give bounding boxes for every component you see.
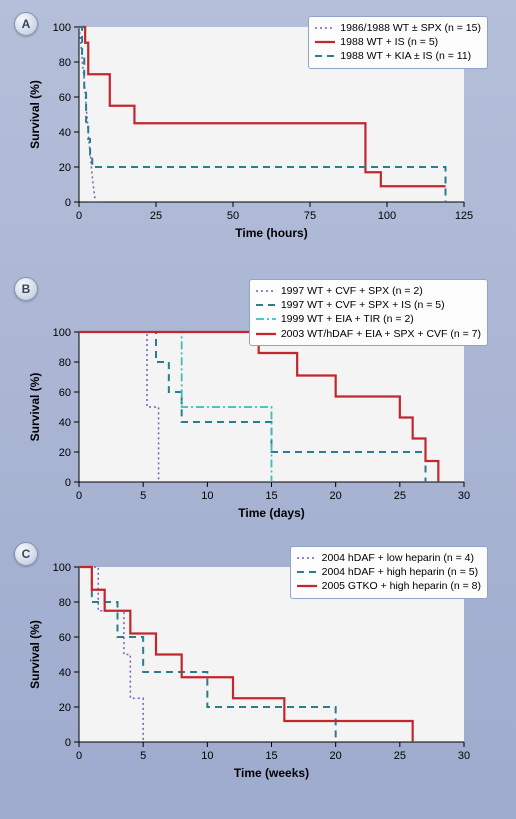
svg-text:25: 25 — [394, 490, 406, 502]
legend-item: 2004 hDAF + high heparin (n = 5) — [297, 565, 481, 579]
svg-text:10: 10 — [201, 490, 213, 502]
svg-text:40: 40 — [59, 417, 71, 429]
svg-text:60: 60 — [59, 387, 71, 399]
panel-a: A 0 20 40 60 80 100 0 25 50 75 100 125 Survival (%) Ti… — [14, 12, 502, 267]
legend-item: 1997 WT + CVF + SPX + IS (n = 5) — [256, 298, 481, 312]
svg-text:80: 80 — [59, 597, 71, 609]
svg-text:80: 80 — [59, 357, 71, 369]
legend-label: 1986/1988 WT ± SPX (n = 15) — [340, 21, 481, 35]
svg-text:5: 5 — [140, 490, 146, 502]
series-line — [79, 332, 159, 482]
legend-label: 2004 hDAF + low heparin (n = 4) — [322, 551, 474, 565]
svg-text:20: 20 — [59, 162, 71, 174]
legend: 2004 hDAF + low heparin (n = 4)2004 hDAF… — [290, 546, 488, 599]
svg-text:20: 20 — [330, 490, 342, 502]
svg-text:100: 100 — [53, 22, 71, 34]
svg-text:60: 60 — [59, 92, 71, 104]
svg-text:0: 0 — [76, 490, 82, 502]
svg-text:50: 50 — [227, 210, 239, 222]
legend-label: 2005 GTKO + high heparin (n = 8) — [322, 579, 481, 593]
panel-badge-a: A — [14, 12, 38, 36]
svg-text:100: 100 — [53, 327, 71, 339]
svg-text:100: 100 — [378, 210, 396, 222]
x-axis-title: Time (hours) — [235, 226, 307, 240]
legend-item: 1988 WT + KIA ± IS (n = 11) — [315, 49, 481, 63]
svg-text:40: 40 — [59, 667, 71, 679]
x-axis-title: Time (days) — [238, 506, 304, 520]
series-line — [79, 332, 426, 482]
svg-text:40: 40 — [59, 127, 71, 139]
svg-text:30: 30 — [458, 750, 470, 762]
legend-item: 1988 WT + IS (n = 5) — [315, 35, 481, 49]
panel-badge-b: B — [14, 277, 38, 301]
legend-item: 1997 WT + CVF + SPX (n = 2) — [256, 284, 481, 298]
svg-text:5: 5 — [140, 750, 146, 762]
legend-item: 1986/1988 WT ± SPX (n = 15) — [315, 21, 481, 35]
series-line — [79, 332, 272, 482]
svg-text:20: 20 — [59, 702, 71, 714]
svg-text:125: 125 — [455, 210, 473, 222]
svg-text:75: 75 — [304, 210, 316, 222]
legend-item: 2004 hDAF + low heparin (n = 4) — [297, 551, 481, 565]
x-axis-title: Time (weeks) — [234, 766, 309, 780]
panel-b: B 0 20 40 60 80 100 0 5 10 15 20 25 30 Survival (%) Tim… — [14, 277, 502, 532]
legend-label: 1999 WT + EIA + TIR (n = 2) — [281, 312, 414, 326]
svg-text:15: 15 — [265, 490, 277, 502]
legend-label: 1997 WT + CVF + SPX (n = 2) — [281, 284, 423, 298]
svg-text:20: 20 — [330, 750, 342, 762]
panel-c: C 0 20 40 60 80 100 0 5 10 15 20 25 30 Survival (%) Tim… — [14, 542, 502, 797]
y-axis-title: Survival (%) — [28, 373, 42, 442]
svg-text:80: 80 — [59, 57, 71, 69]
legend-item: 1999 WT + EIA + TIR (n = 2) — [256, 312, 481, 326]
legend-label: 1997 WT + CVF + SPX + IS (n = 5) — [281, 298, 445, 312]
svg-text:30: 30 — [458, 490, 470, 502]
series-line — [79, 332, 438, 482]
svg-text:100: 100 — [53, 562, 71, 574]
svg-text:0: 0 — [65, 197, 71, 209]
svg-text:10: 10 — [201, 750, 213, 762]
legend: 1997 WT + CVF + SPX (n = 2)1997 WT + CVF… — [249, 279, 488, 346]
svg-text:0: 0 — [76, 750, 82, 762]
y-axis-title: Survival (%) — [28, 80, 42, 149]
svg-text:15: 15 — [265, 750, 277, 762]
legend-label: 1988 WT + IS (n = 5) — [340, 35, 438, 49]
legend-item: 2003 WT/hDAF + EIA + SPX + CVF (n = 7) — [256, 327, 481, 341]
y-axis-title: Survival (%) — [28, 620, 42, 689]
svg-text:25: 25 — [150, 210, 162, 222]
legend-label: 1988 WT + KIA ± IS (n = 11) — [340, 49, 471, 63]
svg-text:0: 0 — [76, 210, 82, 222]
legend-label: 2004 hDAF + high heparin (n = 5) — [322, 565, 478, 579]
panel-badge-c: C — [14, 542, 38, 566]
svg-text:25: 25 — [394, 750, 406, 762]
svg-text:0: 0 — [65, 737, 71, 749]
series-line — [79, 567, 143, 742]
svg-text:60: 60 — [59, 632, 71, 644]
legend: 1986/1988 WT ± SPX (n = 15)1988 WT + IS … — [308, 16, 488, 69]
legend-label: 2003 WT/hDAF + EIA + SPX + CVF (n = 7) — [281, 327, 481, 341]
svg-text:20: 20 — [59, 447, 71, 459]
svg-text:0: 0 — [65, 477, 71, 489]
legend-item: 2005 GTKO + high heparin (n = 8) — [297, 579, 481, 593]
